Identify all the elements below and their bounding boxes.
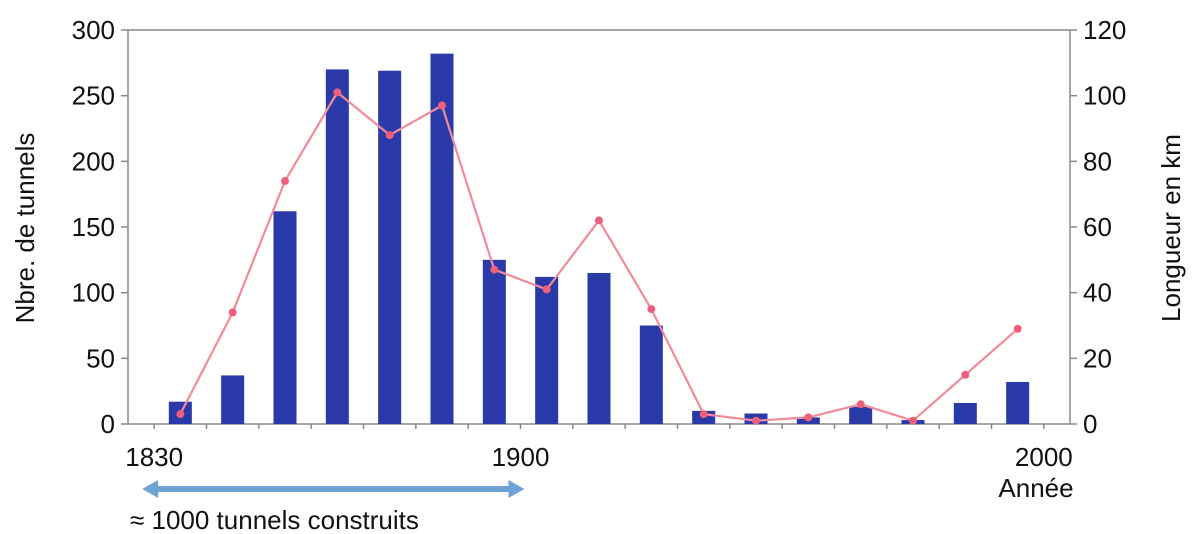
y-tick-label: 0 [101,409,115,439]
line-point [542,285,551,294]
bar [535,276,559,424]
y-axis-label: Nbre. de tunnels [10,133,40,324]
line-point [699,410,708,419]
line-point [647,305,656,314]
left-axis-ticks: 0 50 100 150 200 250 300 [72,15,128,439]
bar [273,211,297,424]
bar [430,53,454,424]
y-tick-label: 50 [86,343,115,373]
bar [849,406,873,424]
annotation-arrow-head-right [508,480,525,498]
y2-tick-label: 0 [1083,409,1097,439]
line-point [438,101,446,110]
line-point [490,265,499,274]
y2-tick-label: 40 [1083,278,1112,308]
x-axis-label: Année [998,473,1073,503]
line-point [856,400,865,409]
line-point [385,131,394,140]
y-tick-label: 300 [72,15,115,45]
line-point [228,308,237,317]
y2-tick-label: 80 [1083,146,1112,176]
y2-tick-label: 100 [1083,81,1126,111]
bar [587,272,611,424]
y2-axis-label: Longueur en km [1156,134,1186,322]
bar [482,259,506,424]
line-point [595,216,603,225]
line-point [961,370,970,379]
line-series [176,88,1022,425]
bar [221,375,245,424]
y2-tick-label: 60 [1083,212,1112,242]
bar [639,325,663,424]
bar [378,70,402,425]
annotation-arrow-head-left [142,480,159,498]
annotation-text: ≈ 1000 tunnels construits [130,505,419,534]
right-axis-ticks: 0 20 40 60 80 100 120 [1070,15,1126,439]
line-point [909,416,917,425]
y2-tick-label: 120 [1083,15,1126,45]
line-point [752,416,760,425]
y2-tick-label: 20 [1083,343,1112,373]
line-point [333,88,342,97]
bar [1006,381,1030,424]
x-tick-label: 2000 [1015,442,1073,472]
line-point [176,410,185,419]
y-tick-label: 200 [72,146,115,176]
bar [953,402,977,424]
y-tick-label: 150 [72,212,115,242]
bar-series [168,53,1030,425]
line-point [281,177,289,186]
x-tick-label: 1900 [492,442,550,472]
y-tick-label: 100 [72,278,115,308]
line-point [804,413,813,422]
annotation: ≈ 1000 tunnels construits [130,480,525,534]
x-axis-ticks: 1830 1900 2000 [125,424,1073,472]
bar [325,69,349,425]
y-tick-label: 250 [72,81,115,111]
line-point [1013,324,1022,333]
x-tick-label: 1830 [125,442,183,472]
